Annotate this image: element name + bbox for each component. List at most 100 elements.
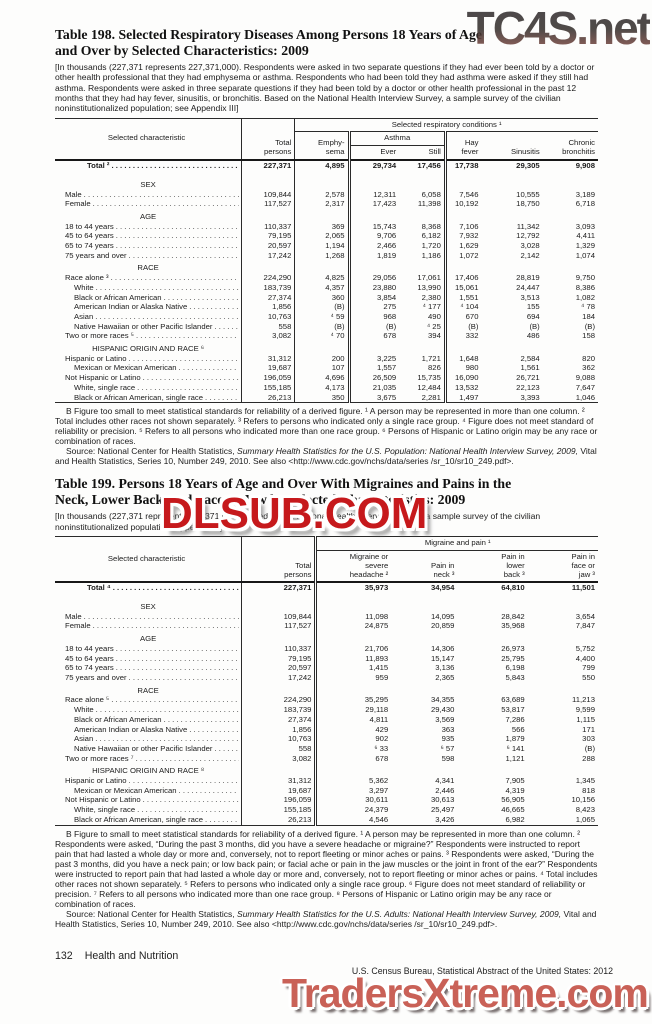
value-cell: 1,819 bbox=[376, 250, 397, 260]
value-cell: 158 bbox=[582, 331, 595, 341]
value-cell: 3,426 bbox=[435, 814, 455, 824]
value-cell: 826 bbox=[399, 363, 447, 374]
section-row: HISPANIC ORIGIN AND RACE ⁶ bbox=[55, 341, 598, 354]
col-header-asthma-still: Still bbox=[399, 145, 447, 161]
value-cell: 1,551 bbox=[459, 292, 479, 302]
table-199-title-line2: Neck, Lower Back, and Face or Jaw by Sel… bbox=[55, 492, 466, 508]
value-cell: 34,954 bbox=[391, 581, 458, 600]
value-cell: 2,584 bbox=[520, 353, 540, 363]
dot-leader bbox=[116, 644, 239, 654]
value-cell: 5,362 bbox=[368, 776, 389, 786]
table-199-source: Source: National Center for Health Stati… bbox=[55, 909, 598, 929]
dot-leader bbox=[96, 283, 240, 293]
table-row: Black or African American, single race 26… bbox=[55, 814, 598, 826]
value-cell: 29,305 bbox=[481, 159, 543, 177]
row-label: Native Hawaiian or other Pacific Islande… bbox=[74, 321, 213, 331]
section-row: SEX bbox=[55, 176, 598, 190]
dot-leader bbox=[214, 322, 239, 332]
table-row: Mexican or Mexican American 19,687 3,297 2,… bbox=[55, 785, 598, 796]
table-row: Native Hawaiian or other Pacific Islande… bbox=[55, 743, 598, 754]
col-header-chronic-bronchitis: Chronic bronchitis bbox=[562, 138, 595, 157]
value-cell: 2,317 bbox=[294, 199, 351, 209]
value-cell: 935 bbox=[441, 734, 455, 744]
row-label: American Indian or Alaska Native bbox=[74, 724, 188, 734]
row-label: 75 years and over bbox=[65, 672, 127, 682]
row-label-cell: Male bbox=[55, 611, 243, 622]
row-label-cell: Black or African American bbox=[55, 292, 243, 303]
value-cell: 1,072 bbox=[459, 250, 479, 260]
row-label: Male bbox=[65, 189, 82, 199]
value-cell: 171 bbox=[582, 724, 595, 734]
col-header-migraine-headache: Migraine or severe headache ² bbox=[349, 551, 389, 579]
section-row: AGE bbox=[55, 631, 598, 644]
table-row: Two or more races ⁷ 3,082 678 598 1,121 288 bbox=[55, 753, 598, 764]
row-label: Two or more races ⁷ bbox=[65, 753, 134, 763]
value-cell: 23,880 bbox=[372, 282, 397, 292]
value-cell: 17,423 bbox=[372, 199, 397, 209]
value-cell: 12,484 bbox=[399, 382, 447, 393]
section-row: RACE bbox=[55, 260, 598, 274]
value-cell: 1,629 bbox=[459, 241, 479, 251]
value-cell: 11,398 bbox=[399, 199, 447, 209]
row-label: Race alone ⁵ bbox=[65, 695, 110, 705]
value-cell: 363 bbox=[441, 724, 455, 734]
dot-leader bbox=[113, 584, 239, 593]
value-cell: 20,597 bbox=[241, 663, 318, 673]
col-header-pain-face-jaw: Pain in face or jaw ³ bbox=[571, 551, 595, 579]
value-cell: 550 bbox=[582, 672, 595, 682]
value-cell: 968 bbox=[383, 311, 397, 321]
row-label-cell: Mexican or Mexican American bbox=[55, 785, 243, 796]
value-cell: 1,115 bbox=[576, 714, 595, 724]
dot-leader bbox=[137, 805, 239, 815]
value-cell: 4,173 bbox=[294, 382, 351, 393]
row-label-cell: Black or African American, single race bbox=[55, 814, 243, 826]
value-cell: 4,411 bbox=[576, 231, 595, 241]
footer-section-title: Health and Nutrition bbox=[84, 950, 179, 962]
value-cell: 9,599 bbox=[575, 705, 595, 715]
value-cell: 28,819 bbox=[516, 273, 540, 283]
row-label-cell: Native Hawaiian or other Pacific Islande… bbox=[55, 743, 243, 754]
value-cell: 486 bbox=[526, 331, 540, 341]
page-content: Table 198. Selected Respiratory Diseases… bbox=[0, 0, 652, 929]
value-cell: 24,447 bbox=[516, 282, 540, 292]
value-cell: 6,198 bbox=[505, 663, 525, 673]
value-cell: 1,648 bbox=[459, 353, 479, 363]
value-cell: 4,341 bbox=[435, 776, 455, 786]
value-cell: 3,297 bbox=[368, 785, 389, 795]
value-cell: 799 bbox=[582, 663, 595, 673]
value-cell: (B) bbox=[584, 321, 595, 331]
row-label-cell: Race alone ³ bbox=[55, 273, 243, 283]
value-cell: 4,546 bbox=[368, 814, 389, 824]
dot-leader bbox=[129, 776, 240, 786]
source-suffix: Vital and Health Statistics, Series 10, … bbox=[55, 446, 597, 467]
value-cell: 11,893 bbox=[365, 653, 389, 663]
value-cell: 21,035 bbox=[372, 382, 397, 392]
table-row: Native Hawaiian or other Pacific Islande… bbox=[55, 321, 598, 332]
value-cell: 7,647 bbox=[575, 382, 595, 392]
table-198-footnotes: B Figure too small to meet statistical s… bbox=[55, 406, 598, 447]
value-cell: 1,879 bbox=[505, 734, 525, 744]
value-cell: 1,074 bbox=[575, 250, 595, 260]
value-cell: 2,446 bbox=[435, 785, 455, 795]
dot-leader bbox=[111, 273, 240, 283]
value-cell: 34,355 bbox=[430, 695, 455, 705]
value-cell: 1,345 bbox=[575, 776, 595, 786]
value-cell: 1,557 bbox=[376, 363, 397, 373]
row-label: 45 to 64 years bbox=[65, 231, 114, 241]
table-row: Race alone ⁵ 224,290 35,295 34,355 63,689 11,… bbox=[55, 695, 598, 706]
value-cell: 184 bbox=[582, 311, 595, 321]
table-198-title-line2: and Over by Selected Characteristics: 20… bbox=[55, 43, 309, 58]
row-label: Asian bbox=[74, 734, 94, 744]
col-header-pain-lower-back: Pain in lower back ³ bbox=[501, 551, 525, 579]
table-row: Black or African American, single race 26… bbox=[55, 392, 598, 403]
dot-leader bbox=[112, 162, 240, 171]
dot-leader bbox=[116, 231, 239, 241]
col-header-selected-characteristic: Selected characteristic bbox=[55, 118, 243, 161]
row-label-cell: 45 to 64 years bbox=[55, 231, 243, 242]
row-label-cell: AGE bbox=[55, 208, 243, 222]
